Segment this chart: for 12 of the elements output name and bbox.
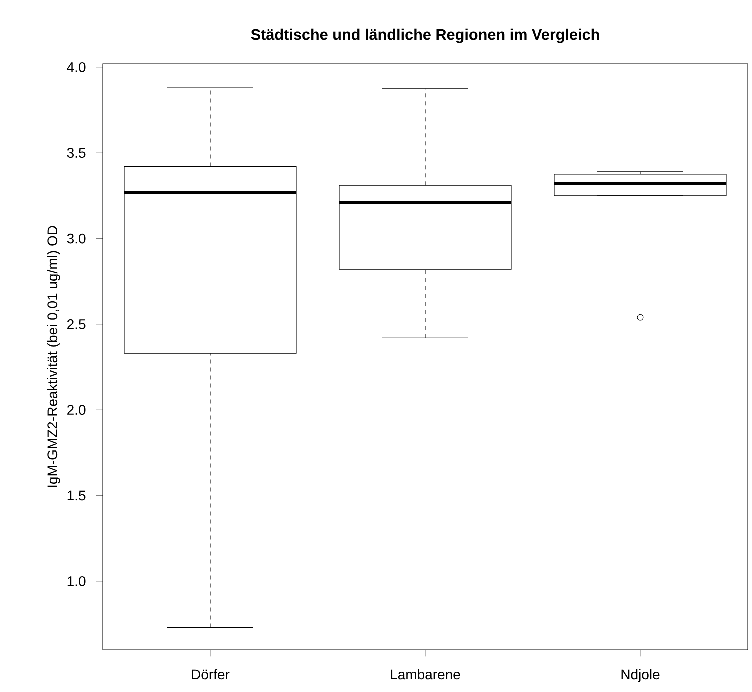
y-tick-label: 2.5 bbox=[68, 319, 86, 330]
y-tick-label: 2.0 bbox=[68, 405, 86, 416]
y-tick-label: 3.5 bbox=[67, 148, 86, 158]
x-tick-label: Lambarene bbox=[391, 669, 460, 680]
x-tick-label: Dörfer bbox=[192, 669, 230, 680]
y-axis-title: IgM-GMZ2-Reaktivität (bei 0,01 ug/ml) OD bbox=[47, 226, 60, 488]
chart-title: Städtische und ländliche Regionen im Vergleich bbox=[251, 28, 600, 44]
y-tick-label: 1.0 bbox=[68, 576, 86, 586]
x-tick-label: Ndjole bbox=[622, 669, 660, 682]
y-tick-label: 3.0 bbox=[67, 234, 86, 244]
y-tick-label: 4.0 bbox=[67, 62, 86, 72]
y-tick-label: 1.5 bbox=[68, 490, 86, 501]
